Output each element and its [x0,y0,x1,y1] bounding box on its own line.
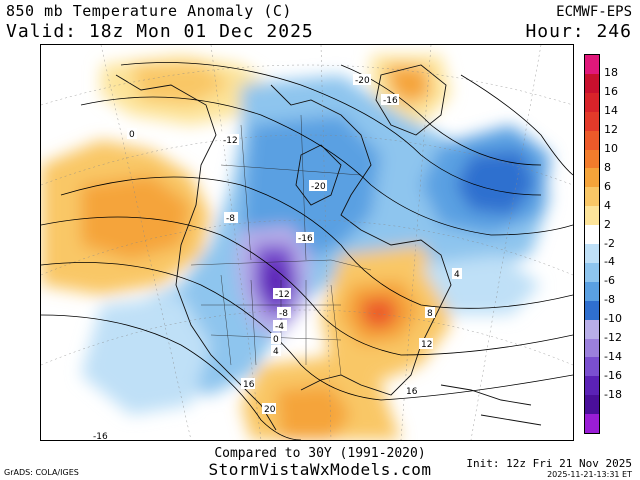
colorbar-segment [585,73,599,94]
svg-text:-20: -20 [311,182,326,192]
colorbar-segment [585,262,599,283]
colorbar-segment [585,376,599,396]
colorbar-label: 2 [604,217,611,231]
svg-text:-20: -20 [355,76,370,86]
svg-text:20: 20 [264,405,276,415]
colorbar-segment [585,281,599,302]
svg-text:-12: -12 [223,136,238,146]
anomaly-map: -20 -16 -12 0 -20 -8 -16 -12 -8 -4 0 4 8… [40,44,574,441]
timestamp: 2025-11-21-13:31 ET [547,470,632,479]
colorbar-label: 6 [604,179,611,193]
colorbar-label: -2 [604,236,615,250]
svg-text:4: 4 [454,270,460,280]
contour-lines [41,62,573,440]
contour-label: 16 [404,385,418,397]
colorbar-label: 16 [604,85,618,99]
colorbar-segment [585,414,599,434]
svg-text:-12: -12 [275,290,290,300]
colorbar-label: -6 [604,274,615,288]
contour-label: -4 [273,320,287,332]
coastlines [115,64,542,431]
contour-label: 8 [425,307,435,319]
site-credit: StormVistaWxModels.com [208,460,432,479]
colorbar-segment [585,357,599,377]
colorbar-segment [585,244,599,264]
svg-text:-16: -16 [298,234,313,244]
contour-label: -16 [296,232,314,244]
graticule [41,45,573,440]
map-title: 850 mb Temperature Anomaly (C) [6,2,292,20]
colorbar-label: -14 [604,349,622,363]
svg-text:12: 12 [421,340,432,350]
colorbar-label: 18 [604,66,618,80]
climatology-note: Compared to 30Y (1991-2020) [214,446,426,461]
colorbar-segment [585,300,599,321]
svg-text:-16: -16 [383,96,398,106]
colorbar-segment [585,225,599,245]
colorbar [584,54,600,434]
contour-label-group: -20 -16 -12 0 -20 -8 -16 -12 -8 -4 0 4 8… [91,74,462,440]
svg-text:16: 16 [406,387,418,397]
svg-text:16: 16 [243,380,255,390]
contour-label: -8 [224,212,238,224]
contour-label: 4 [452,268,462,280]
colorbar-segment [585,111,599,132]
colorbar-segment [585,206,599,226]
colorbar-segment [585,319,599,339]
contour-label: 12 [419,338,433,350]
colorbar-segment [585,149,599,169]
contour-label: 4 [271,345,281,357]
colorbar-segment [585,55,599,75]
colorbar-label: 4 [604,198,611,212]
contour-label: 16 [241,378,255,390]
colorbar-label: -10 [604,312,622,326]
svg-text:-8: -8 [226,214,235,224]
contour-label: -20 [353,74,371,86]
svg-text:-4: -4 [275,322,284,332]
contour-label: 0 [127,128,137,140]
model-name: ECMWF-EPS [556,4,632,20]
colorbar-label: -4 [604,255,615,269]
contour-label: 20 [262,403,276,415]
init-time: Init: 12z Fri 21 Nov 2025 [466,457,632,470]
colorbar-label: 10 [604,142,618,155]
colorbar-segment [585,168,599,188]
colorbar-segment [585,92,599,113]
colorbar-label: -12 [604,331,622,344]
svg-text:0: 0 [273,335,279,345]
contour-label: -12 [221,134,239,146]
colorbar-label: -8 [604,293,615,307]
contour-label: -16 [91,431,109,440]
svg-text:0: 0 [129,130,135,140]
svg-text:-16: -16 [93,432,108,440]
svg-text:8: 8 [427,309,433,319]
colorbar-label: 14 [604,104,618,118]
colorbar-label: 8 [604,160,611,174]
colorbar-segment [585,395,599,415]
colorbar-segment [585,338,599,358]
contour-label: -8 [277,307,291,319]
colorbar-segment [585,187,599,207]
colorbar-segment [585,130,599,150]
contour-label: -12 [273,288,291,300]
svg-text:-8: -8 [279,309,288,319]
forecast-hour: Hour: 246 [525,21,632,42]
colorbar-label: 12 [604,123,618,137]
contour-label: 0 [271,333,281,345]
svg-text:4: 4 [273,347,279,357]
colorbar-label: -16 [604,368,622,382]
valid-time: Valid: 18z Mon 01 Dec 2025 [6,21,314,42]
colorbar-label: -18 [604,387,622,401]
grads-credit: GrADS: COLA/IGES [4,468,79,477]
contour-label: -16 [381,94,399,106]
contour-label: -20 [309,180,327,192]
